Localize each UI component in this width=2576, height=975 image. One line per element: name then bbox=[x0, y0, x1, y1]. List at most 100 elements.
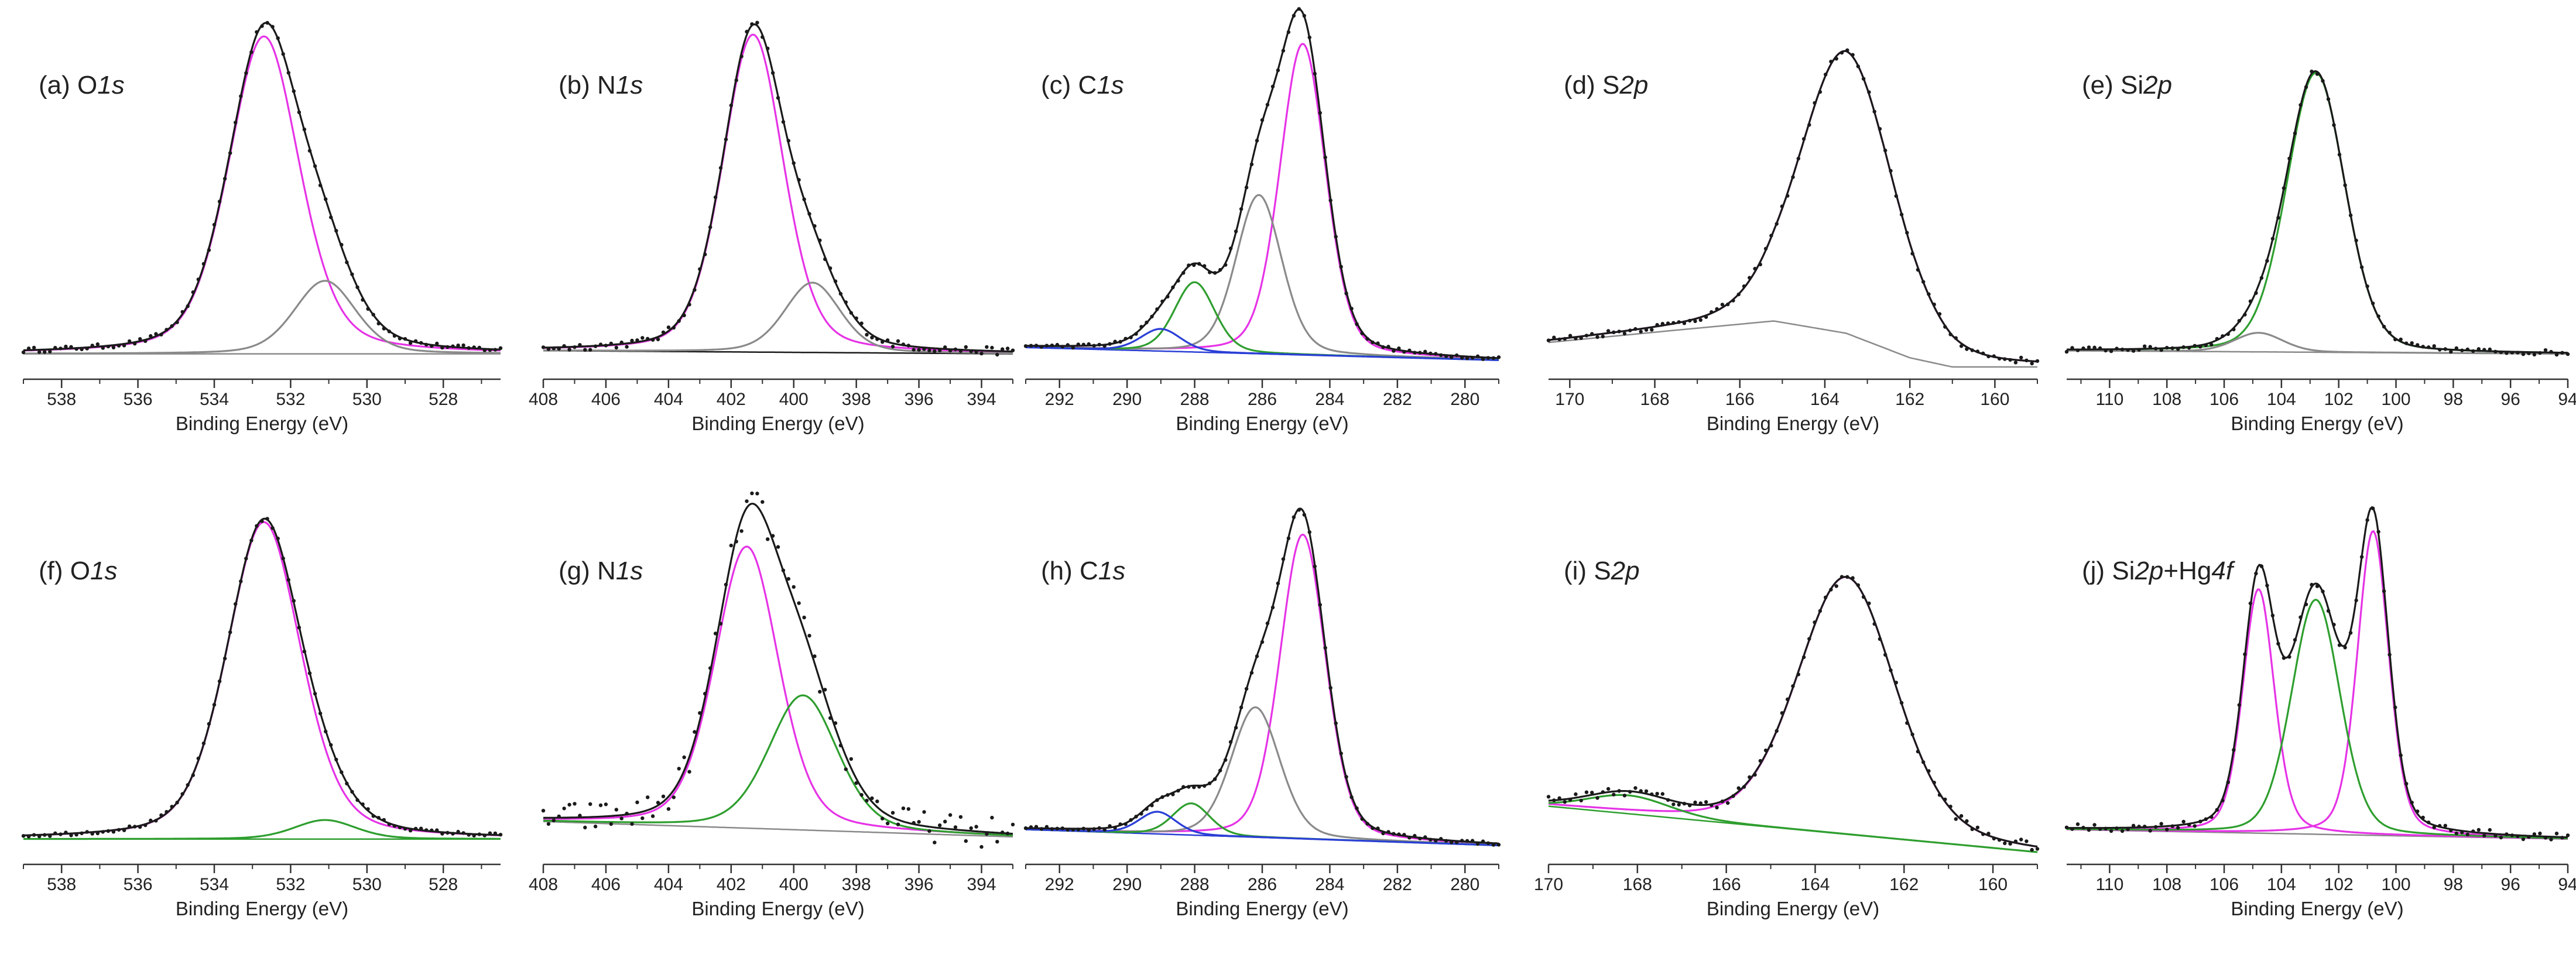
x-tick-label: 538 bbox=[47, 390, 76, 409]
data-point bbox=[2521, 837, 2526, 842]
data-point bbox=[927, 829, 931, 833]
data-point bbox=[1134, 332, 1138, 336]
data-point bbox=[2427, 820, 2431, 825]
data-point bbox=[1775, 222, 1779, 226]
data-point bbox=[1584, 334, 1589, 338]
data-point bbox=[1563, 800, 1567, 804]
data-point bbox=[1239, 207, 1244, 211]
data-point bbox=[1392, 349, 1396, 353]
data-point bbox=[2248, 601, 2253, 606]
data-point bbox=[1633, 327, 1638, 331]
data-point bbox=[1612, 792, 1616, 797]
data-point bbox=[435, 341, 439, 346]
data-point bbox=[1943, 797, 1947, 802]
data-point bbox=[1813, 620, 1817, 624]
data-point bbox=[865, 798, 869, 803]
data-point bbox=[813, 224, 817, 228]
data-point bbox=[265, 20, 269, 25]
data-point bbox=[1281, 49, 1286, 53]
data-point bbox=[1302, 513, 1306, 517]
data-point bbox=[682, 313, 686, 318]
data-point bbox=[1731, 298, 1735, 303]
data-point bbox=[640, 336, 645, 340]
data-point bbox=[1407, 836, 1412, 840]
data-point bbox=[1758, 758, 1762, 763]
data-point bbox=[2432, 825, 2436, 829]
data-point bbox=[1150, 314, 1154, 319]
data-point bbox=[1055, 342, 1060, 347]
x-axis-title: Binding Energy (eV) bbox=[176, 898, 348, 919]
data-point bbox=[376, 816, 381, 820]
data-point bbox=[698, 267, 702, 271]
data-point bbox=[885, 338, 890, 342]
data-point bbox=[1606, 329, 1611, 333]
data-point bbox=[1546, 338, 1551, 342]
x-tick-label: 94 bbox=[2558, 875, 2576, 894]
x-tick-label: 536 bbox=[124, 875, 153, 894]
data-point bbox=[376, 321, 381, 325]
data-point bbox=[1255, 139, 1259, 143]
data-point bbox=[2460, 348, 2464, 352]
data-point bbox=[207, 248, 211, 252]
data-point bbox=[260, 24, 264, 28]
data-point bbox=[2176, 826, 2180, 830]
data-point bbox=[2098, 827, 2102, 831]
data-point bbox=[366, 807, 370, 811]
data-point bbox=[745, 29, 749, 34]
data-point bbox=[969, 349, 973, 353]
data-point bbox=[1748, 276, 1752, 280]
data-point bbox=[1671, 321, 1676, 325]
data-point bbox=[2265, 583, 2269, 588]
x-axis-title: Binding Energy (eV) bbox=[691, 898, 864, 919]
x-tick-label: 108 bbox=[2152, 390, 2181, 409]
data-point bbox=[1475, 354, 1480, 358]
data-point bbox=[2393, 337, 2397, 342]
data-point bbox=[2193, 824, 2197, 828]
data-point bbox=[440, 345, 444, 350]
data-point bbox=[2310, 69, 2314, 74]
x-tick-label: 534 bbox=[200, 390, 229, 409]
data-point bbox=[2120, 829, 2125, 833]
data-point bbox=[1801, 655, 1806, 660]
data-point bbox=[1313, 564, 1317, 569]
data-point bbox=[562, 806, 566, 811]
data-point bbox=[2382, 589, 2386, 593]
data-point bbox=[2465, 832, 2469, 837]
data-point bbox=[186, 783, 190, 787]
data-point bbox=[1796, 156, 1800, 161]
x-tick-label: 534 bbox=[200, 875, 229, 894]
data-point bbox=[2365, 518, 2369, 522]
data-point bbox=[2376, 314, 2380, 318]
data-point bbox=[1097, 342, 1101, 347]
data-point bbox=[2013, 839, 2018, 843]
data-point bbox=[2165, 346, 2169, 350]
data-point bbox=[1444, 839, 1448, 843]
data-point bbox=[985, 345, 989, 349]
data-point bbox=[2265, 259, 2269, 263]
data-point bbox=[1856, 64, 1860, 68]
data-point bbox=[472, 833, 476, 838]
data-point bbox=[1118, 339, 1122, 344]
data-point bbox=[387, 329, 391, 334]
data-point bbox=[48, 834, 52, 838]
panel-label: (j) Si2p+Hg4f bbox=[2082, 557, 2236, 585]
data-point bbox=[2315, 584, 2320, 588]
data-point bbox=[413, 339, 418, 343]
data-point bbox=[2092, 823, 2097, 827]
data-point bbox=[802, 197, 806, 201]
data-point bbox=[1921, 760, 1926, 764]
data-point bbox=[1292, 13, 1296, 18]
data-point bbox=[573, 802, 577, 806]
data-point bbox=[1297, 508, 1301, 512]
data-point bbox=[2232, 748, 2236, 752]
x-tick-label: 160 bbox=[1978, 875, 2008, 894]
data-point bbox=[912, 348, 916, 352]
data-point bbox=[1224, 758, 1228, 762]
data-point bbox=[2276, 641, 2280, 646]
data-point bbox=[1731, 794, 1735, 798]
data-point bbox=[687, 770, 691, 774]
data-point bbox=[734, 540, 738, 544]
x-tick-label: 282 bbox=[1383, 390, 1412, 409]
data-point bbox=[424, 342, 429, 347]
data-point bbox=[708, 225, 712, 229]
